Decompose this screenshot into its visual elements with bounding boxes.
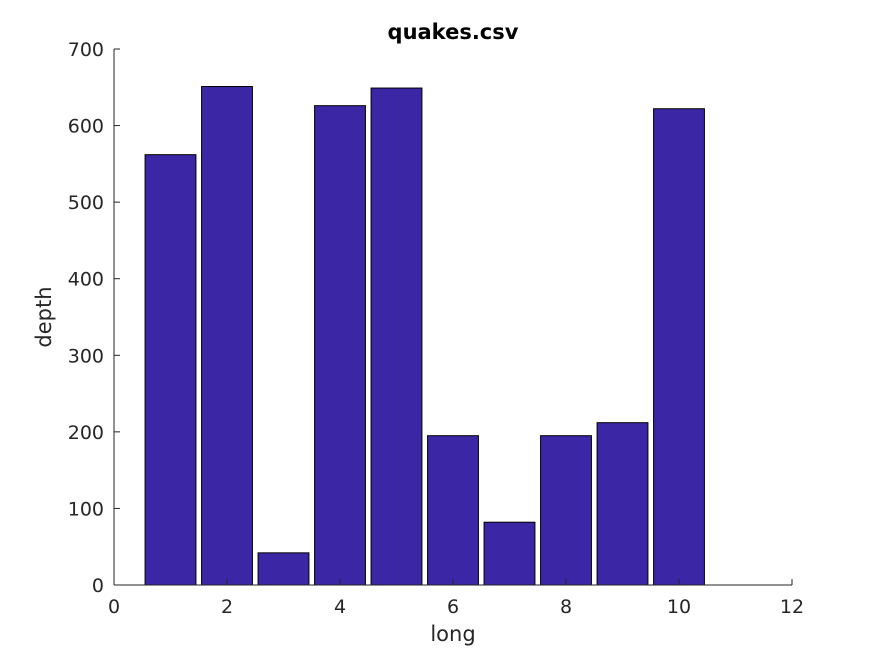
x-tick-label: 6 (447, 596, 459, 618)
x-tick-label: 8 (560, 596, 572, 618)
x-axis-label: long (430, 622, 475, 646)
y-tick-label: 600 (68, 116, 104, 138)
x-tick-label: 10 (667, 596, 691, 618)
x-ticks: 0 2 4 6 8 10 12 (108, 579, 804, 618)
y-tick-label: 500 (68, 192, 104, 214)
bar-4 (314, 105, 366, 586)
y-axis-label: depth (32, 286, 56, 347)
y-tick-label: 100 (68, 498, 104, 520)
y-tick-label: 0 (92, 575, 104, 597)
y-ticks: 0 100 200 300 400 500 600 700 (68, 39, 120, 597)
bars-group (144, 86, 705, 586)
y-tick-label: 700 (68, 39, 104, 61)
bar-10 (653, 108, 705, 586)
bar-6 (427, 435, 479, 586)
bar-2 (201, 86, 253, 586)
chart-title: quakes.csv (388, 20, 519, 44)
bar-3 (257, 552, 310, 586)
x-tick-label: 2 (221, 596, 233, 618)
bar-7 (483, 521, 536, 586)
x-tick-label: 4 (334, 596, 346, 618)
x-tick-label: 0 (108, 596, 120, 618)
bar-1 (144, 154, 197, 586)
y-tick-label: 200 (68, 422, 104, 444)
x-tick-label: 12 (780, 596, 804, 618)
y-tick-label: 400 (68, 269, 104, 291)
bar-9 (596, 422, 649, 586)
y-tick-label: 300 (68, 345, 104, 367)
bar-8 (540, 435, 592, 586)
bar-5 (370, 87, 423, 586)
